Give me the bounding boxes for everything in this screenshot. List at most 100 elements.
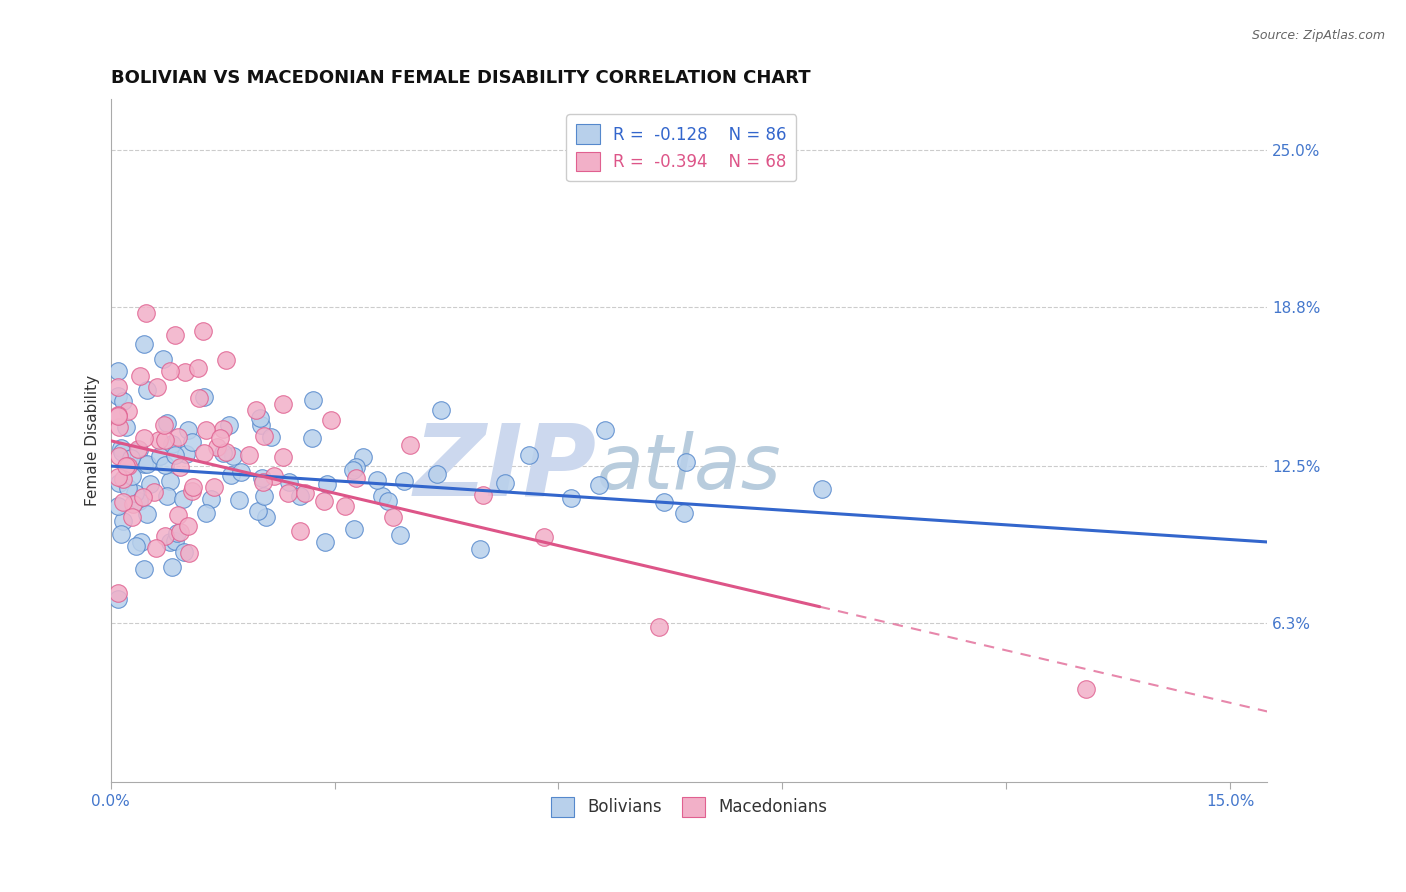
Point <box>247 504 270 518</box>
Point <box>124 539 146 553</box>
Point <box>172 492 194 507</box>
Point <box>121 510 143 524</box>
Point <box>187 361 209 376</box>
Point <box>108 450 131 464</box>
Point <box>533 531 555 545</box>
Point <box>110 526 132 541</box>
Point <box>517 449 540 463</box>
Point <box>122 497 145 511</box>
Point <box>169 459 191 474</box>
Point <box>107 592 129 607</box>
Point <box>494 476 516 491</box>
Point <box>156 417 179 431</box>
Text: atlas: atlas <box>596 431 782 505</box>
Point <box>132 562 155 576</box>
Point <box>245 403 267 417</box>
Point <box>344 459 367 474</box>
Point <box>371 489 394 503</box>
Point <box>593 423 616 437</box>
Point <box>173 545 195 559</box>
Point <box>160 436 183 450</box>
Point <box>177 547 200 561</box>
Point <box>149 450 172 464</box>
Point <box>135 508 157 522</box>
Point <box>132 431 155 445</box>
Point <box>112 472 135 486</box>
Point <box>132 490 155 504</box>
Point <box>156 489 179 503</box>
Point <box>277 485 299 500</box>
Point <box>249 411 271 425</box>
Point <box>288 489 311 503</box>
Point <box>127 442 149 457</box>
Point <box>333 499 356 513</box>
Point <box>470 542 492 557</box>
Point <box>124 486 146 500</box>
Point <box>173 365 195 379</box>
Point <box>250 471 273 485</box>
Point <box>301 431 323 445</box>
Point <box>389 528 412 542</box>
Point <box>110 442 132 456</box>
Point <box>167 508 190 523</box>
Point <box>159 534 181 549</box>
Point <box>263 469 285 483</box>
Point <box>560 491 582 505</box>
Point <box>136 457 159 471</box>
Point <box>294 486 316 500</box>
Point <box>180 434 202 449</box>
Point <box>177 519 200 533</box>
Y-axis label: Female Disability: Female Disability <box>86 376 100 507</box>
Text: ZIP: ZIP <box>413 419 596 516</box>
Point <box>218 417 240 432</box>
Point <box>377 493 399 508</box>
Point <box>366 473 388 487</box>
Point <box>381 510 404 524</box>
Point <box>212 422 235 436</box>
Point <box>811 482 834 496</box>
Point <box>166 526 188 541</box>
Text: Source: ZipAtlas.com: Source: ZipAtlas.com <box>1251 29 1385 42</box>
Point <box>426 467 449 482</box>
Point <box>352 450 374 464</box>
Point <box>472 488 495 502</box>
Point <box>107 476 129 491</box>
Point <box>135 306 157 320</box>
Point <box>146 380 169 394</box>
Point <box>212 446 235 460</box>
Point <box>342 463 364 477</box>
Point <box>169 524 191 539</box>
Point <box>238 448 260 462</box>
Point <box>152 351 174 366</box>
Point <box>120 451 142 466</box>
Point <box>399 438 422 452</box>
Point <box>136 383 159 397</box>
Point <box>142 484 165 499</box>
Point <box>165 327 187 342</box>
Point <box>314 535 336 549</box>
Point <box>195 423 218 437</box>
Point <box>215 445 238 459</box>
Point <box>166 430 188 444</box>
Point <box>312 494 335 508</box>
Point <box>215 353 238 368</box>
Point <box>111 495 134 509</box>
Point <box>271 396 294 410</box>
Point <box>271 450 294 464</box>
Point <box>194 506 217 520</box>
Point <box>183 480 205 494</box>
Point <box>1074 681 1097 696</box>
Point <box>117 404 139 418</box>
Point <box>112 393 135 408</box>
Point <box>222 449 245 463</box>
Point <box>134 336 156 351</box>
Point <box>107 408 129 422</box>
Point <box>152 418 174 433</box>
Point <box>302 393 325 408</box>
Point <box>253 489 276 503</box>
Point <box>129 369 152 384</box>
Point <box>145 541 167 555</box>
Point <box>153 458 176 472</box>
Point <box>153 529 176 543</box>
Point <box>187 392 209 406</box>
